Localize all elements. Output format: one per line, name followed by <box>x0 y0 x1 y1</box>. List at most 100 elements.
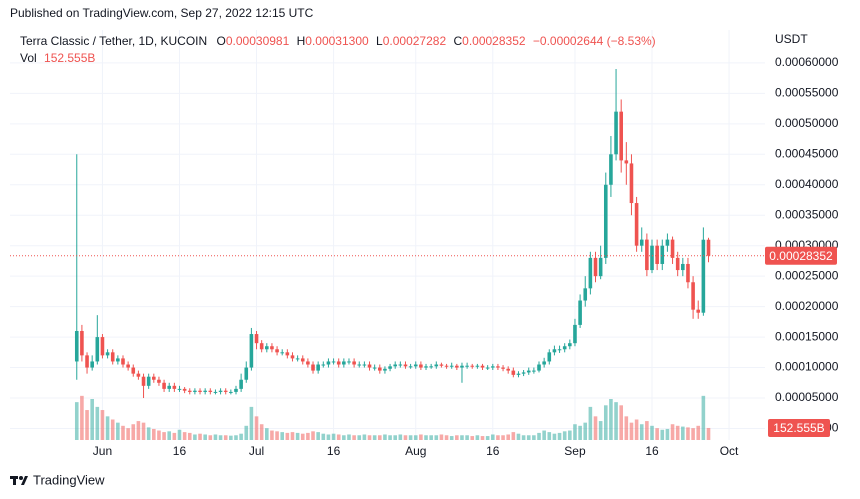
candle-body <box>223 390 228 392</box>
volume-bar <box>419 434 423 440</box>
x-tick-label: Jun <box>93 444 112 458</box>
x-tick-label: 16 <box>173 444 187 458</box>
volume-bar <box>357 435 362 440</box>
volume-bar <box>526 435 531 440</box>
candle-body <box>100 337 105 356</box>
candle-body <box>152 376 156 380</box>
volume-bar <box>326 434 331 440</box>
candle-body <box>316 364 320 371</box>
candle-body <box>388 366 392 369</box>
candle-body <box>701 239 706 313</box>
candle-body <box>588 257 593 289</box>
candle-body <box>455 365 459 368</box>
volume-bar <box>444 435 449 440</box>
volume-bar <box>146 427 151 440</box>
volume-bar <box>665 428 670 440</box>
y-tick-label: 0.00035000 <box>775 207 839 221</box>
volume-bar <box>85 410 89 440</box>
volume-tag: 152.555B <box>773 421 824 435</box>
candle-body <box>285 352 290 356</box>
volume-bar <box>126 428 130 440</box>
volume-bar <box>598 421 603 440</box>
candle-body <box>634 203 639 246</box>
logo-part <box>13 476 16 485</box>
logo-part <box>19 476 23 480</box>
candle-body <box>650 245 654 271</box>
candle-body <box>665 239 670 246</box>
candle-body <box>614 111 618 155</box>
candle-body <box>670 239 675 258</box>
y-tick-label: 0.00060000 <box>775 55 839 69</box>
candle-body <box>475 365 480 367</box>
volume-bar <box>424 435 428 440</box>
candle-body <box>270 346 274 350</box>
candle-body <box>234 388 238 392</box>
candle-body <box>126 364 130 368</box>
candle-body <box>146 376 151 386</box>
price-tag: 0.00028352 <box>769 249 833 263</box>
volume-bar <box>439 434 444 440</box>
legend-line: Terra Classic / Tether, 1D, KUCOIN O0.00… <box>20 34 656 48</box>
volume-bar <box>670 424 675 440</box>
volume-bar <box>490 434 495 440</box>
volume-bar <box>254 416 259 440</box>
candle-body <box>105 352 110 356</box>
candle-body <box>182 388 187 391</box>
volume-bar <box>157 430 161 440</box>
plot-area <box>10 30 765 440</box>
volume-bar <box>316 432 320 440</box>
volume-bar <box>100 410 105 440</box>
volume-bar <box>583 422 588 440</box>
volume-bar <box>265 428 269 440</box>
candle-body <box>311 364 315 371</box>
x-tick-label: 16 <box>327 444 341 458</box>
volume-bar <box>275 431 279 440</box>
volume-bar <box>398 434 403 440</box>
candle-body <box>121 358 125 365</box>
candle-body <box>511 370 516 375</box>
volume-bar <box>511 432 516 440</box>
candle-body <box>516 373 521 375</box>
candle-body <box>686 263 690 283</box>
candle-body <box>367 364 372 368</box>
candle-body <box>347 361 351 363</box>
volume-bar <box>167 431 172 440</box>
volume-bar <box>696 425 701 440</box>
candle-body <box>275 349 279 353</box>
candle-body <box>187 390 192 392</box>
candle-body <box>696 309 701 313</box>
volume-bar <box>136 421 141 440</box>
candle-body <box>131 367 136 374</box>
candle-body <box>265 346 269 350</box>
volume-bar <box>331 433 336 440</box>
high-value: 0.00031300 <box>305 34 369 48</box>
volume-label: Vol <box>20 51 37 65</box>
candle-body <box>157 379 161 383</box>
volume-bar <box>547 432 552 440</box>
volume-bar <box>629 422 634 440</box>
logo <box>10 476 28 485</box>
volume-bar <box>506 434 510 440</box>
candle-body <box>573 324 577 344</box>
volume-bar <box>249 406 254 440</box>
volume-bar <box>573 424 577 440</box>
candle-body <box>372 367 377 369</box>
candle-body <box>675 257 680 271</box>
volume-bar <box>321 433 326 440</box>
y-tick-label: 0.00020000 <box>775 299 839 313</box>
candle-body <box>357 364 362 366</box>
candle-body <box>609 154 613 185</box>
candle-body <box>326 361 331 365</box>
volume-bar <box>655 428 659 440</box>
candle-body <box>342 361 346 365</box>
price-tag-box <box>765 246 837 265</box>
candle-body <box>424 366 428 368</box>
volume-tag-box <box>768 418 830 437</box>
low-label: L <box>376 34 383 48</box>
y-tick-label: 0.00005000 <box>775 390 839 404</box>
volume-bar <box>311 431 315 440</box>
volume-bar <box>259 424 264 440</box>
candle-body <box>398 364 403 366</box>
volume-bar <box>342 435 346 440</box>
